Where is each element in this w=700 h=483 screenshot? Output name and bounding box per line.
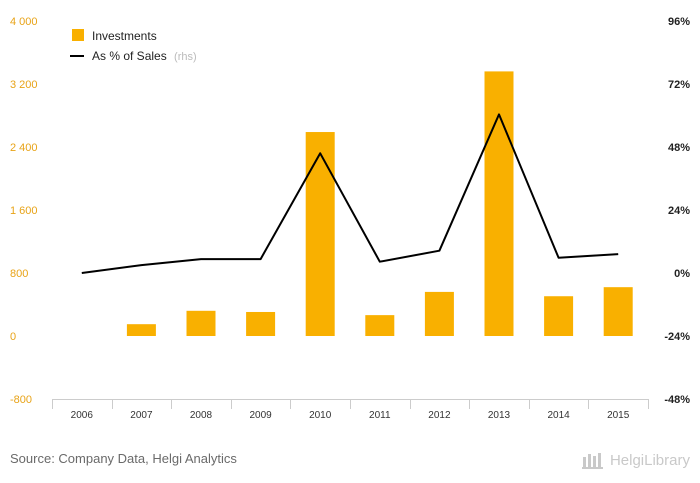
x-tick-label: 2008 bbox=[190, 410, 213, 421]
left-tick-label: 1 600 bbox=[10, 205, 38, 217]
line-as-pct-of-sales bbox=[81, 113, 619, 274]
brand-logo: HelgiLibrary bbox=[581, 448, 690, 472]
right-tick-label: 0% bbox=[674, 268, 690, 280]
bar-investments bbox=[603, 287, 633, 336]
bar-investments bbox=[365, 315, 395, 336]
bar-investments bbox=[246, 311, 276, 336]
bar-investments bbox=[544, 296, 574, 336]
x-tick-label: 2009 bbox=[249, 410, 272, 421]
x-tick-label: 2006 bbox=[71, 410, 94, 421]
legend-investments-swatch bbox=[72, 29, 84, 41]
right-tick-label: 24% bbox=[668, 205, 690, 217]
left-tick-label: 2 400 bbox=[10, 142, 38, 154]
x-tick-label: 2014 bbox=[547, 410, 570, 421]
bar-investments bbox=[126, 324, 156, 336]
left-tick-label: 0 bbox=[10, 331, 16, 343]
x-tick-label: 2007 bbox=[130, 410, 153, 421]
bar-investments bbox=[305, 132, 335, 336]
legend-ratio-name: As % of Sales bbox=[92, 49, 167, 63]
library-icon bbox=[581, 453, 603, 469]
investments-chart: 2006 2007 2008 2009 2010 2011 2012 2013 2014 2015… bbox=[10, 16, 690, 421]
brand-name: HelgiLibrary bbox=[609, 451, 690, 469]
right-tick-label: 72% bbox=[668, 79, 690, 91]
right-tick-label: -24% bbox=[664, 331, 690, 343]
legend-ratio-label: As % of Sales (rhs) bbox=[92, 49, 197, 63]
legend: Investments As % of Sales (rhs) bbox=[70, 29, 197, 63]
bar-investments bbox=[424, 291, 454, 336]
right-tick-label: 96% bbox=[668, 16, 690, 28]
left-tick-label: 800 bbox=[10, 268, 28, 280]
x-tick-label: 2012 bbox=[428, 410, 451, 421]
footer: Source: Company Data, Helgi Analytics He… bbox=[10, 448, 690, 472]
bar-investments bbox=[186, 310, 216, 336]
x-tick-label: 2010 bbox=[309, 410, 332, 421]
source-note: Source: Company Data, Helgi Analytics bbox=[10, 451, 237, 466]
right-tick-label: 48% bbox=[668, 142, 690, 154]
left-tick-label: 4 000 bbox=[10, 16, 38, 28]
left-tick-label: -800 bbox=[10, 394, 32, 406]
legend-investments-label: Investments bbox=[92, 29, 157, 43]
left-tick-label: 3 200 bbox=[10, 79, 38, 91]
x-tick-label: 2013 bbox=[488, 410, 511, 421]
x-tick-label: 2015 bbox=[607, 410, 630, 421]
bar-investments bbox=[484, 71, 514, 337]
legend-ratio-suffix: (rhs) bbox=[174, 51, 197, 63]
right-tick-label: -48% bbox=[664, 394, 690, 406]
x-tick-label: 2011 bbox=[369, 410, 391, 421]
